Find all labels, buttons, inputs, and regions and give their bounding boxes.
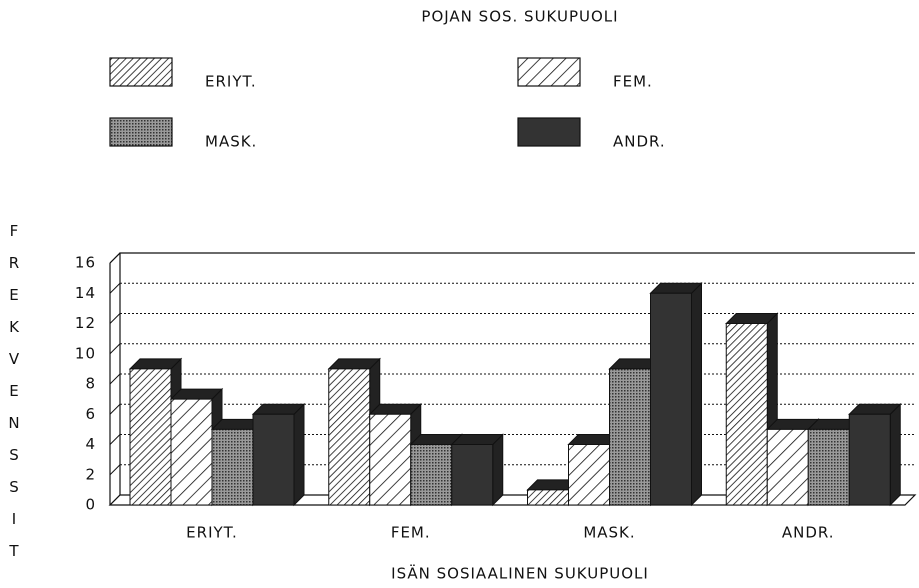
legend-swatch (517, 117, 581, 147)
y-tick-label: 8 (85, 375, 96, 393)
tick-mark (109, 403, 121, 415)
x-tick-label: MASK. (583, 524, 635, 542)
y-tick-label: 16 (75, 254, 96, 272)
y-tick-label: 14 (75, 284, 96, 302)
bar-side (293, 403, 305, 507)
y-axis-title: FREKVENSSIT (5, 222, 23, 574)
tick-mark (109, 282, 121, 294)
tick-mark (109, 313, 121, 324)
legend-label: FEM. (613, 73, 653, 91)
x-tick-label: ANDR. (782, 524, 835, 542)
bar (211, 428, 254, 506)
tick-mark (109, 252, 121, 264)
bar (650, 292, 692, 506)
bar (807, 428, 850, 506)
bar-side (691, 282, 702, 507)
legend-label: ERIYT. (205, 73, 257, 91)
bar-side (889, 403, 901, 507)
tick-mark (109, 494, 121, 506)
y-tick-label: 12 (75, 314, 96, 332)
bar-side (492, 433, 504, 507)
y-tick-label: 6 (85, 405, 96, 423)
tick-mark (109, 464, 121, 476)
y-tick-label: 0 (85, 496, 96, 514)
legend-swatch (517, 57, 581, 87)
bar (527, 489, 569, 506)
legend-label: ANDR. (613, 133, 666, 151)
tick-mark (109, 343, 121, 355)
bar (129, 368, 172, 506)
x-tick-label: FEM. (391, 524, 431, 542)
legend-swatch (109, 117, 173, 147)
bar (725, 323, 768, 506)
x-tick-label: ERIYT. (186, 524, 238, 542)
bar (609, 368, 651, 506)
bar (369, 413, 412, 506)
legend-swatch (109, 57, 173, 87)
bar (170, 398, 213, 506)
legend-label: MASK. (205, 133, 257, 151)
legend-title: POJAN SOS. SUKUPUOLI (421, 8, 618, 26)
tick-mark (109, 373, 121, 385)
bar (568, 444, 610, 506)
bar (766, 428, 809, 506)
bar (848, 413, 891, 506)
x-axis-title: ISÄN SOSIAALINEN SUKUPUOLI (391, 564, 649, 583)
y-tick-label: 4 (85, 435, 96, 453)
bar (252, 413, 295, 506)
tick-mark (109, 434, 121, 445)
bar (410, 444, 453, 506)
bar (328, 368, 371, 506)
bar (451, 444, 494, 506)
y-tick-label: 10 (75, 344, 96, 362)
y-tick-label: 2 (85, 465, 96, 483)
